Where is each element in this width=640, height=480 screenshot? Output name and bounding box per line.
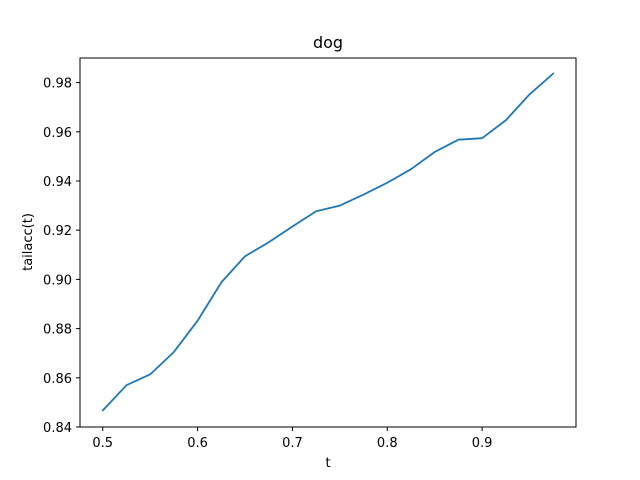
- y-tick-label: 0.90: [43, 273, 72, 288]
- x-axis-label: t: [325, 456, 330, 471]
- y-tick-label: 0.98: [43, 77, 72, 92]
- y-tick-label: 0.92: [43, 224, 72, 239]
- y-axis-label: tailacc(t): [21, 213, 36, 271]
- y-axis-ticks: 0.84 0.86 0.88 0.90 0.92 0.94 0.96 0.98: [43, 77, 80, 436]
- series-line: [101, 72, 555, 412]
- chart-title: dog: [313, 33, 343, 52]
- y-tick-label: 0.86: [43, 372, 72, 387]
- x-tick-label: 0.7: [282, 436, 303, 451]
- x-tick-label: 0.5: [92, 436, 113, 451]
- x-tick-label: 0.8: [377, 436, 398, 451]
- y-tick-label: 0.96: [43, 126, 72, 141]
- x-tick-label: 0.6: [187, 436, 208, 451]
- x-axis-ticks: 0.5 0.6 0.7 0.8 0.9: [92, 427, 492, 451]
- y-tick-label: 0.88: [43, 323, 72, 338]
- y-tick-label: 0.84: [43, 421, 72, 436]
- plot-frame: [79, 57, 577, 428]
- x-tick-label: 0.9: [472, 436, 493, 451]
- y-tick-label: 0.94: [43, 175, 72, 190]
- series-layer: [101, 72, 555, 412]
